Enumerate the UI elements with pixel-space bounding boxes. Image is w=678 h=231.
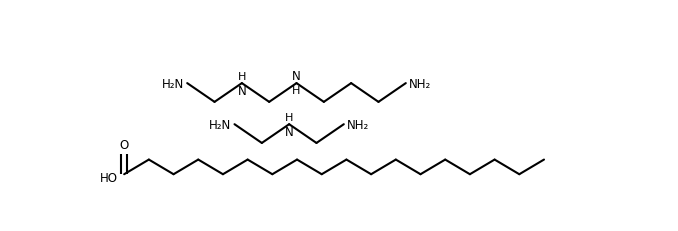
- Text: NH₂: NH₂: [347, 118, 370, 131]
- Text: H₂N: H₂N: [209, 118, 231, 131]
- Text: H: H: [238, 72, 246, 82]
- Text: N: N: [292, 70, 301, 83]
- Text: NH₂: NH₂: [409, 77, 431, 90]
- Text: HO: HO: [100, 172, 118, 185]
- Text: O: O: [119, 138, 129, 151]
- Text: N: N: [285, 126, 294, 139]
- Text: N: N: [237, 85, 246, 97]
- Text: H₂N: H₂N: [162, 77, 184, 90]
- Text: H: H: [285, 113, 294, 123]
- Text: H: H: [292, 85, 301, 95]
